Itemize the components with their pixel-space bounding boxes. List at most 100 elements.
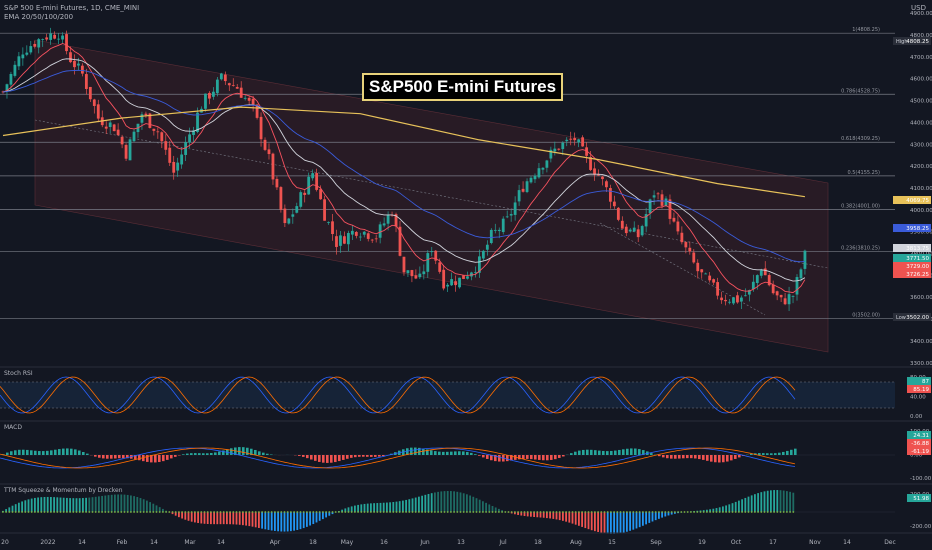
ttm-squeeze-dot	[629, 511, 631, 513]
pane-value: -36.88	[911, 441, 929, 447]
ttm-squeeze-dot	[136, 511, 139, 513]
macd-histogram-bar	[382, 455, 385, 457]
chart-symbol-header[interactable]: S&P 500 E-mini Futures, 1D, CME_MINI	[4, 4, 140, 12]
ttm-momentum-bar	[379, 502, 382, 512]
ttm-squeeze-dot	[238, 511, 241, 513]
time-axis-tick: 17	[769, 539, 777, 546]
ttm-squeeze-dot	[123, 511, 126, 513]
pane-value-badge	[907, 439, 931, 447]
ttm-squeeze-dot	[693, 511, 695, 513]
macd-histogram-bar	[786, 450, 789, 455]
ttm-squeeze-dot	[776, 511, 779, 513]
macd-histogram-bar	[574, 451, 577, 455]
ttm-momentum-bar	[712, 508, 715, 512]
ttm-squeeze-dot	[107, 511, 110, 513]
ttm-momentum-bar	[456, 491, 459, 512]
macd-histogram-bar	[414, 447, 417, 455]
ttm-momentum-bar	[267, 512, 270, 530]
macd-histogram-bar	[714, 455, 717, 463]
ttm-momentum-bar	[53, 497, 55, 512]
ttm-squeeze-dot	[398, 511, 401, 513]
ttm-squeeze-dot	[718, 511, 721, 513]
candle-body	[656, 193, 660, 195]
ttm-momentum-bar	[59, 497, 62, 512]
candle-body	[644, 214, 648, 227]
price-axis-tick: 3900.00	[910, 230, 932, 236]
candle-body	[33, 43, 37, 47]
macd-histogram-bar	[534, 455, 537, 460]
ema200-line	[2, 106, 805, 198]
candle-body	[485, 244, 489, 250]
ttm-momentum-bar	[85, 497, 87, 512]
ttm-squeeze-dot	[293, 511, 295, 513]
candle-body	[112, 124, 116, 132]
ttm-squeeze-dot	[190, 511, 193, 513]
candle-body	[712, 279, 716, 283]
ttm-squeeze-dot	[286, 511, 289, 513]
ttm-momentum-bar	[222, 512, 225, 525]
ttm-squeeze-dot	[638, 511, 641, 513]
macd-histogram-bar	[590, 449, 593, 455]
ttm-momentum-bar	[446, 491, 449, 512]
candle-body	[517, 190, 521, 202]
candle-body	[152, 128, 156, 131]
ttm-momentum-bar	[258, 512, 260, 528]
macd-histogram-bar	[126, 455, 129, 459]
ttm-squeeze-dot	[581, 511, 583, 513]
ttm-squeeze-dot	[584, 511, 587, 513]
ttm-momentum-bar	[363, 503, 366, 512]
ttm-momentum-bar	[72, 498, 75, 512]
ttm-squeeze-dot	[210, 511, 212, 513]
candle-body	[108, 122, 112, 128]
macd-histogram-bar	[634, 448, 637, 455]
ttm-momentum-bar	[741, 499, 743, 512]
candle-body	[581, 137, 585, 147]
ttm-momentum-bar	[110, 494, 113, 512]
candle-body	[505, 216, 509, 218]
candle-body	[612, 201, 616, 207]
macd-histogram-bar	[586, 449, 589, 455]
candle-body	[537, 168, 541, 178]
ttm-momentum-bar	[408, 499, 411, 512]
ttm-momentum-bar	[37, 497, 39, 512]
ttm-momentum-bar	[261, 512, 263, 529]
ttm-squeeze-dot	[290, 511, 292, 513]
ttm-momentum-bar	[299, 512, 302, 530]
ttm-momentum-bar	[555, 512, 558, 520]
ttm-momentum-bar	[69, 498, 71, 512]
ttm-momentum-bar	[584, 512, 587, 529]
ttm-squeeze-dot	[680, 511, 683, 513]
ttm-momentum-bar	[533, 512, 535, 518]
ttm-squeeze-dot	[446, 511, 449, 513]
macd-histogram-bar	[258, 451, 261, 455]
candle-body	[450, 279, 454, 286]
candle-body	[339, 235, 342, 246]
ttm-momentum-bar	[213, 512, 215, 525]
ttm-momentum-bar	[347, 507, 350, 512]
macd-histogram-bar	[458, 451, 461, 455]
ttm-momentum-bar	[645, 512, 647, 525]
ttm-momentum-bar	[34, 497, 36, 512]
ema-indicator-legend[interactable]: EMA 20/50/100/200	[4, 13, 74, 21]
ttm-momentum-bar	[152, 503, 155, 512]
ttm-momentum-bar	[552, 512, 555, 519]
macd-histogram-bar	[298, 455, 301, 456]
ttm-squeeze-dot	[507, 511, 510, 513]
price-axis-tick: 3400.00	[910, 339, 932, 345]
ttm-squeeze-dot	[216, 511, 219, 513]
ttm-squeeze-dot	[760, 511, 763, 513]
ttm-squeeze-dot	[622, 511, 625, 513]
ttm-momentum-bar	[536, 512, 539, 518]
ttm-momentum-bar	[104, 495, 107, 512]
ttm-squeeze-dot	[5, 511, 7, 513]
ttm-squeeze-dot	[779, 511, 782, 513]
ttm-momentum-bar	[792, 492, 795, 512]
price-label-badge	[893, 254, 931, 262]
ttm-momentum-bar	[242, 512, 244, 526]
ttm-momentum-bar	[203, 512, 206, 524]
macd-histogram-bar	[474, 454, 477, 455]
time-axis-tick: Jul	[498, 539, 507, 546]
ttm-momentum-bar	[754, 494, 756, 512]
time-axis-tick: Nov	[809, 539, 821, 546]
macd-histogram-bar	[342, 455, 345, 460]
